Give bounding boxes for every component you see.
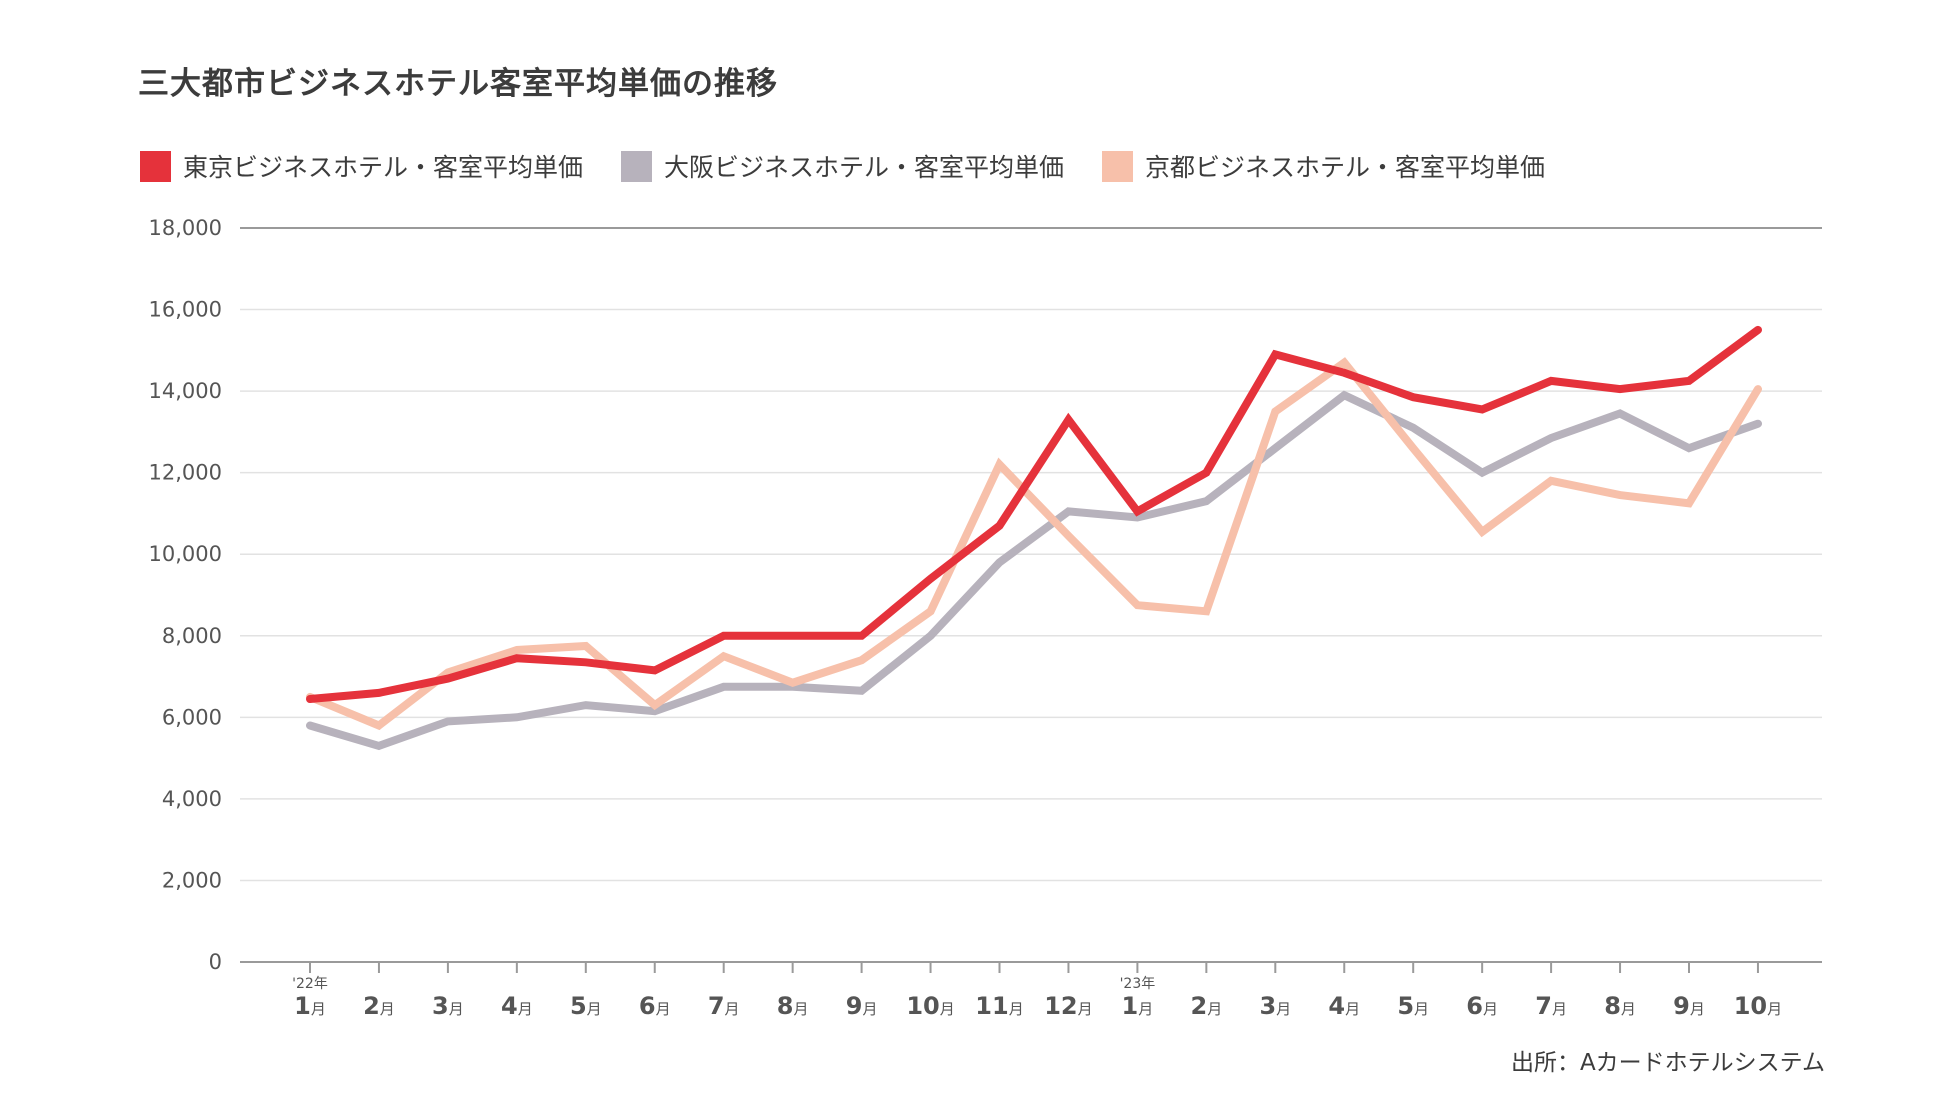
x-year-label: '22年 (292, 976, 328, 992)
x-tick-label: 2月 (363, 992, 395, 1020)
legend-item-osaka: 大阪ビジネスホテル・客室平均単価 (621, 148, 1064, 184)
legend-label-kyoto: 京都ビジネスホテル・客室平均単価 (1145, 153, 1546, 182)
legend-label-osaka: 大阪ビジネスホテル・客室平均単価 (664, 153, 1065, 182)
x-tick-label: 3月 (432, 992, 464, 1020)
legend-swatch-kyoto (1102, 150, 1134, 182)
x-tick-label: 1月 (1122, 992, 1154, 1020)
y-tick-label: 2,000 (162, 868, 222, 892)
y-tick-label: 10,000 (149, 542, 222, 566)
x-tick-label: 7月 (1535, 992, 1567, 1020)
x-year-label: '23年 (1120, 976, 1156, 992)
x-tick-label: 8月 (1604, 992, 1636, 1020)
x-tick-label: 10月 (906, 992, 954, 1020)
y-tick-label: 0 (209, 950, 222, 974)
x-tick-label: 3月 (1259, 992, 1291, 1020)
y-tick-label: 16,000 (149, 298, 222, 322)
series-line-0 (306, 390, 1762, 751)
y-tick-label: 4,000 (162, 787, 222, 811)
chart-title: 三大都市ビジネスホテル客室平均単価の推移 (138, 66, 778, 102)
x-tick-label: 1月 (294, 992, 326, 1020)
x-tick-label: 11月 (975, 992, 1023, 1020)
legend-item-kyoto: 京都ビジネスホテル・客室平均単価 (1102, 148, 1545, 184)
x-tick-label: 12月 (1044, 992, 1092, 1020)
x-tick-label: 9月 (846, 992, 878, 1020)
x-tick-label: 4月 (501, 992, 533, 1020)
x-tick-label: 7月 (708, 992, 740, 1020)
x-tick-label: 5月 (1397, 992, 1429, 1020)
y-tick-label: 14,000 (149, 379, 222, 403)
y-tick-label: 6,000 (162, 705, 222, 729)
legend-label-tokyo: 東京ビジネスホテル・客室平均単価 (183, 153, 584, 182)
legend: 東京ビジネスホテル・客室平均単価 大阪ビジネスホテル・客室平均単価 京都ビジネス… (140, 148, 1583, 184)
x-tick-label: 10月 (1734, 992, 1782, 1020)
legend-swatch-osaka (621, 150, 653, 182)
x-tick-label: 6月 (639, 992, 671, 1020)
x-tick-label: 4月 (1328, 992, 1360, 1020)
y-tick-label: 8,000 (162, 624, 222, 648)
y-tick-label: 18,000 (149, 216, 222, 240)
series-line-2 (306, 325, 1762, 703)
x-tick-label: 8月 (777, 992, 809, 1020)
legend-item-tokyo: 東京ビジネスホテル・客室平均単価 (140, 148, 583, 184)
source-note: 出所：Aカードホテルシステム (1510, 1050, 1825, 1076)
y-tick-label: 12,000 (149, 461, 222, 485)
series-line-1 (306, 357, 1762, 731)
x-tick-label: 5月 (570, 992, 602, 1020)
legend-swatch-tokyo (140, 150, 171, 182)
x-tick-label: 9月 (1673, 992, 1705, 1020)
x-tick-label: 2月 (1190, 992, 1222, 1020)
x-tick-label: 6月 (1466, 992, 1498, 1020)
